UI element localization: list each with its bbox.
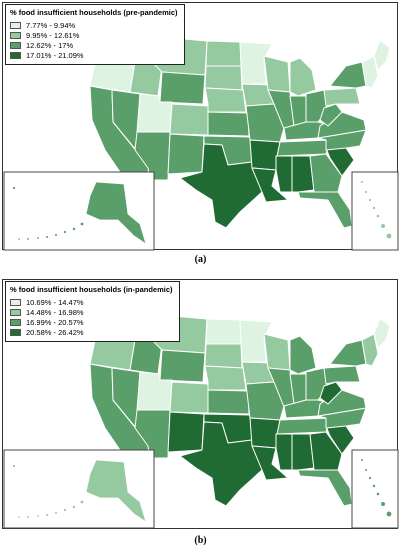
alaska-inset-frame: [3, 449, 155, 529]
alaska-islands: [12, 464, 84, 518]
legend-swatch: [10, 318, 21, 326]
legend-swatch: [10, 298, 21, 306]
state-florida: [297, 191, 353, 229]
state-tennessee: [276, 417, 331, 435]
state-michigan: [289, 57, 317, 97]
legend-label: 17.01% - 21.09%: [26, 50, 84, 60]
legend-title: % food insufficient households (in-pande…: [10, 285, 173, 294]
states-new-england: [361, 55, 379, 89]
legend-item: 16.99% - 20.57%: [10, 317, 173, 327]
legend-label: 16.99% - 20.57%: [26, 317, 84, 327]
state-mississippi: [275, 155, 293, 193]
map-frame: [2, 2, 398, 250]
state-mississippi: [275, 433, 293, 471]
state-alaska: [85, 459, 147, 523]
legend-item: 7.77% - 9.94%: [10, 20, 178, 30]
state-alaska: [85, 181, 147, 245]
legend-label: 10.69% - 14.47%: [26, 297, 84, 307]
state-michigan: [289, 335, 317, 375]
state-maine: [373, 39, 391, 71]
state-texas: [179, 421, 263, 507]
state-colorado: [169, 381, 209, 414]
state-florida: [297, 469, 353, 507]
map-legend: % food insufficient households (pre-pand…: [5, 4, 185, 65]
state-missouri: [245, 381, 285, 421]
state-minnesota: [239, 41, 273, 85]
legend-item: 17.01% - 21.09%: [10, 50, 178, 60]
panel-caption: (b): [194, 535, 207, 546]
state-tennessee: [276, 139, 331, 157]
state-wisconsin: [263, 55, 291, 93]
hawaii-inset-frame: [351, 449, 399, 529]
legend-item: 12.62% - 17%: [10, 40, 178, 50]
legend-item: 10.69% - 14.47%: [10, 297, 173, 307]
state-kansas: [207, 389, 250, 415]
state-alabama: [291, 433, 315, 471]
legend-label: 7.77% - 9.94%: [26, 20, 76, 30]
map-panel-b: % food insufficient households (in-pande…: [0, 277, 401, 550]
state-georgia: [309, 153, 343, 193]
state-wisconsin: [263, 333, 291, 371]
state-hawaii: [361, 181, 392, 239]
legend-item: 14.48% - 16.98%: [10, 307, 173, 317]
legend-item: 20.58% - 26.42%: [10, 327, 173, 337]
state-georgia: [309, 431, 343, 471]
state-wyoming: [159, 349, 206, 383]
state-colorado: [169, 103, 209, 136]
map-legend: % food insufficient households (in-pande…: [5, 281, 180, 342]
state-maine: [373, 317, 391, 349]
state-minnesota: [239, 319, 273, 363]
legend-item: 9.95% - 12.61%: [10, 30, 178, 40]
alaska-inset-frame: [3, 171, 155, 251]
states-new-england: [361, 333, 379, 367]
legend-label: 20.58% - 26.42%: [26, 327, 84, 337]
state-hawaii: [361, 459, 392, 517]
state-pennsylvania: [323, 365, 361, 385]
state-missouri: [245, 103, 285, 143]
state-nebraska: [204, 365, 247, 391]
legend-swatch: [10, 51, 21, 59]
state-nebraska: [204, 87, 247, 113]
legend-swatch: [10, 21, 21, 29]
legend-label: 14.48% - 16.98%: [26, 307, 84, 317]
state-alabama: [291, 155, 315, 193]
legend-label: 9.95% - 12.61%: [26, 30, 80, 40]
state-texas: [179, 143, 263, 229]
alaska-islands: [12, 186, 84, 240]
legend-swatch: [10, 328, 21, 336]
state-south-dakota: [204, 343, 243, 369]
state-new-mexico: [167, 133, 205, 175]
legend-swatch: [10, 41, 21, 49]
map-frame: [2, 279, 398, 529]
state-wyoming: [159, 71, 206, 105]
state-south-dakota: [204, 65, 243, 91]
legend-swatch: [10, 31, 21, 39]
legend-swatch: [10, 308, 21, 316]
legend-title: % food insufficient households (pre-pand…: [10, 8, 178, 17]
state-new-york: [329, 61, 367, 89]
state-new-york: [329, 339, 367, 367]
state-pennsylvania: [323, 87, 361, 107]
legend-label: 12.62% - 17%: [26, 40, 74, 50]
state-north-dakota: [205, 40, 242, 67]
panel-caption: (a): [194, 254, 207, 265]
state-kansas: [207, 111, 250, 137]
hawaii-inset-frame: [351, 171, 399, 251]
state-north-dakota: [205, 318, 242, 345]
map-panel-a: % food insufficient households (pre-pand…: [0, 0, 401, 270]
state-new-mexico: [167, 411, 205, 453]
